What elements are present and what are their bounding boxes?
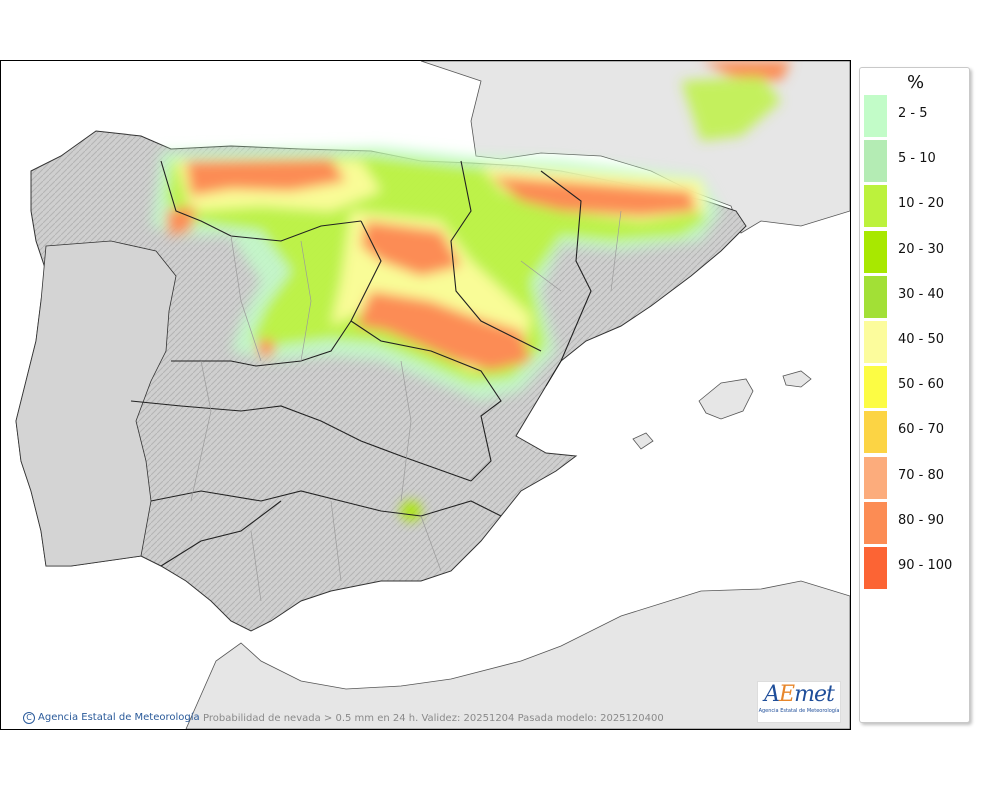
legend-label: 2 - 5 [898, 106, 928, 121]
legend-label: 80 - 90 [898, 512, 945, 528]
legend-unit: % [906, 72, 925, 93]
legend-label: 90 - 100 [898, 558, 953, 573]
legend-label: 70 - 80 [898, 467, 945, 483]
legend-item: 70 - 80 [864, 452, 968, 499]
legend-item: 5 - 10 [864, 135, 968, 183]
legend-item: 60 - 70 [864, 406, 968, 454]
legend-swatch [864, 185, 887, 228]
legend-item: 2 - 5 [864, 90, 968, 137]
legend-swatch [864, 275, 887, 318]
legend-label: 10 - 20 [898, 196, 945, 212]
balearic-ibiza [632, 432, 654, 450]
legend-swatch [864, 95, 887, 137]
copyright-icon: C [23, 712, 35, 724]
legend-item: 90 - 100 [864, 542, 968, 589]
legend-item: 50 - 60 [864, 361, 968, 409]
legend-label: 30 - 40 [898, 286, 945, 302]
legend-label: 50 - 60 [898, 377, 945, 393]
legend-swatch [864, 547, 887, 589]
snow-probability-map [15, 61, 850, 729]
legend-swatch [864, 321, 887, 363]
legend-item: 20 - 30 [864, 226, 968, 273]
snow-probability-fields [151, 61, 791, 521]
aemet-logo-subtitle: Agencia Estatal de Meteorología [758, 708, 840, 714]
map-frame: C Agencia Estatal de Meteorología Probabi… [0, 60, 851, 730]
aemet-logo-mark: AEmet [764, 682, 835, 707]
legend-swatch [864, 366, 887, 409]
legend-swatch [864, 230, 887, 273]
legend-label: 60 - 70 [898, 422, 945, 438]
legend-item: 30 - 40 [864, 271, 968, 318]
portugal-land [15, 240, 177, 567]
legend-label: 5 - 10 [898, 151, 936, 167]
balearic-mallorca [698, 378, 754, 420]
copyright-text: Agencia Estatal de Meteorología [38, 712, 200, 723]
legend-item: 80 - 90 [864, 497, 968, 544]
copyright-notice: C Agencia Estatal de Meteorología [23, 712, 200, 724]
legend-swatch [864, 456, 887, 499]
map-caption: Probabilidad de nevada > 0.5 mm en 24 h.… [203, 713, 664, 724]
legend-panel: % 2 - 5 5 - 10 10 - 20 20 - 30 30 - 40 40 - 5… [859, 67, 970, 723]
legend-swatch [864, 411, 887, 454]
legend-swatch [864, 501, 887, 544]
legend-item: 10 - 20 [864, 180, 968, 228]
africa-land [185, 580, 850, 729]
legend-item: 40 - 50 [864, 316, 968, 363]
balearic-menorca [782, 370, 812, 388]
legend-swatch [864, 140, 887, 183]
province-borders [190, 210, 622, 602]
legend-label: 40 - 50 [898, 332, 945, 347]
legend-label: 20 - 30 [898, 241, 945, 257]
aemet-logo: AEmet Agencia Estatal de Meteorología [757, 681, 841, 723]
